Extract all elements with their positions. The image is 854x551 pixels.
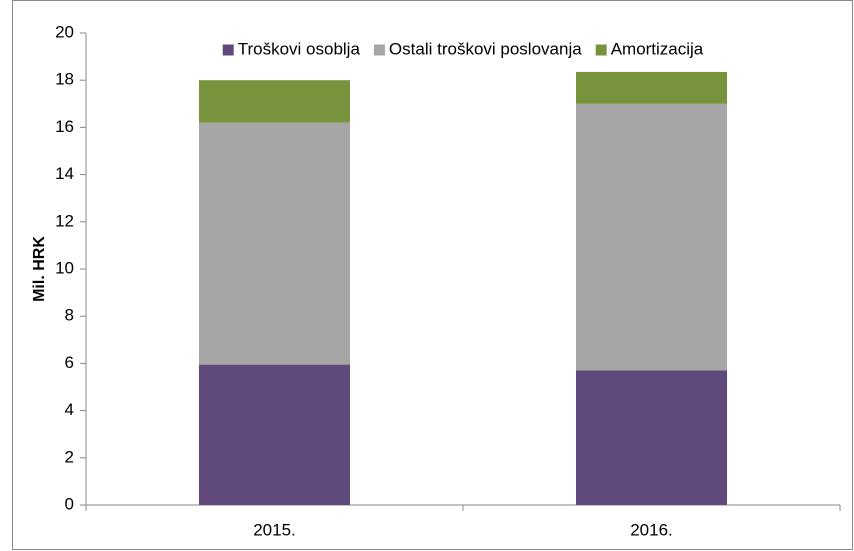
y-tick-label: 18 xyxy=(55,70,74,89)
y-tick-label: 20 xyxy=(55,22,74,41)
bar-segment xyxy=(199,80,350,123)
legend-swatch xyxy=(373,44,385,56)
legend-swatch xyxy=(595,44,607,56)
legend-label: Ostali troškovi poslovanja xyxy=(389,39,582,58)
bar-segment xyxy=(576,71,727,104)
bar-segment xyxy=(199,364,350,505)
y-tick-label: 4 xyxy=(65,400,74,419)
legend-item: Troškovi osoblja xyxy=(222,39,361,58)
bar-segment xyxy=(199,122,350,365)
legend-item: Ostali troškovi poslovanja xyxy=(373,39,582,58)
y-tick-label: 0 xyxy=(65,494,74,513)
y-tick-label: 8 xyxy=(65,306,74,325)
legend-swatch xyxy=(222,44,234,56)
y-tick-label: 2 xyxy=(65,447,74,466)
y-tick-label: 10 xyxy=(55,258,74,277)
y-axis-label: Mil. HRK xyxy=(31,236,48,302)
bar-segment xyxy=(576,103,727,371)
y-tick-label: 14 xyxy=(55,164,74,183)
legend-item: Amortizacija xyxy=(595,39,704,58)
y-tick-label: 12 xyxy=(55,211,74,230)
x-tick-label: 2016. xyxy=(630,520,673,539)
y-tick-label: 6 xyxy=(65,353,74,372)
legend-label: Amortizacija xyxy=(611,39,704,58)
y-tick-label: 16 xyxy=(55,117,74,136)
legend-label: Troškovi osoblja xyxy=(238,39,361,58)
bar-segment xyxy=(576,370,727,505)
x-tick-label: 2015. xyxy=(253,520,296,539)
